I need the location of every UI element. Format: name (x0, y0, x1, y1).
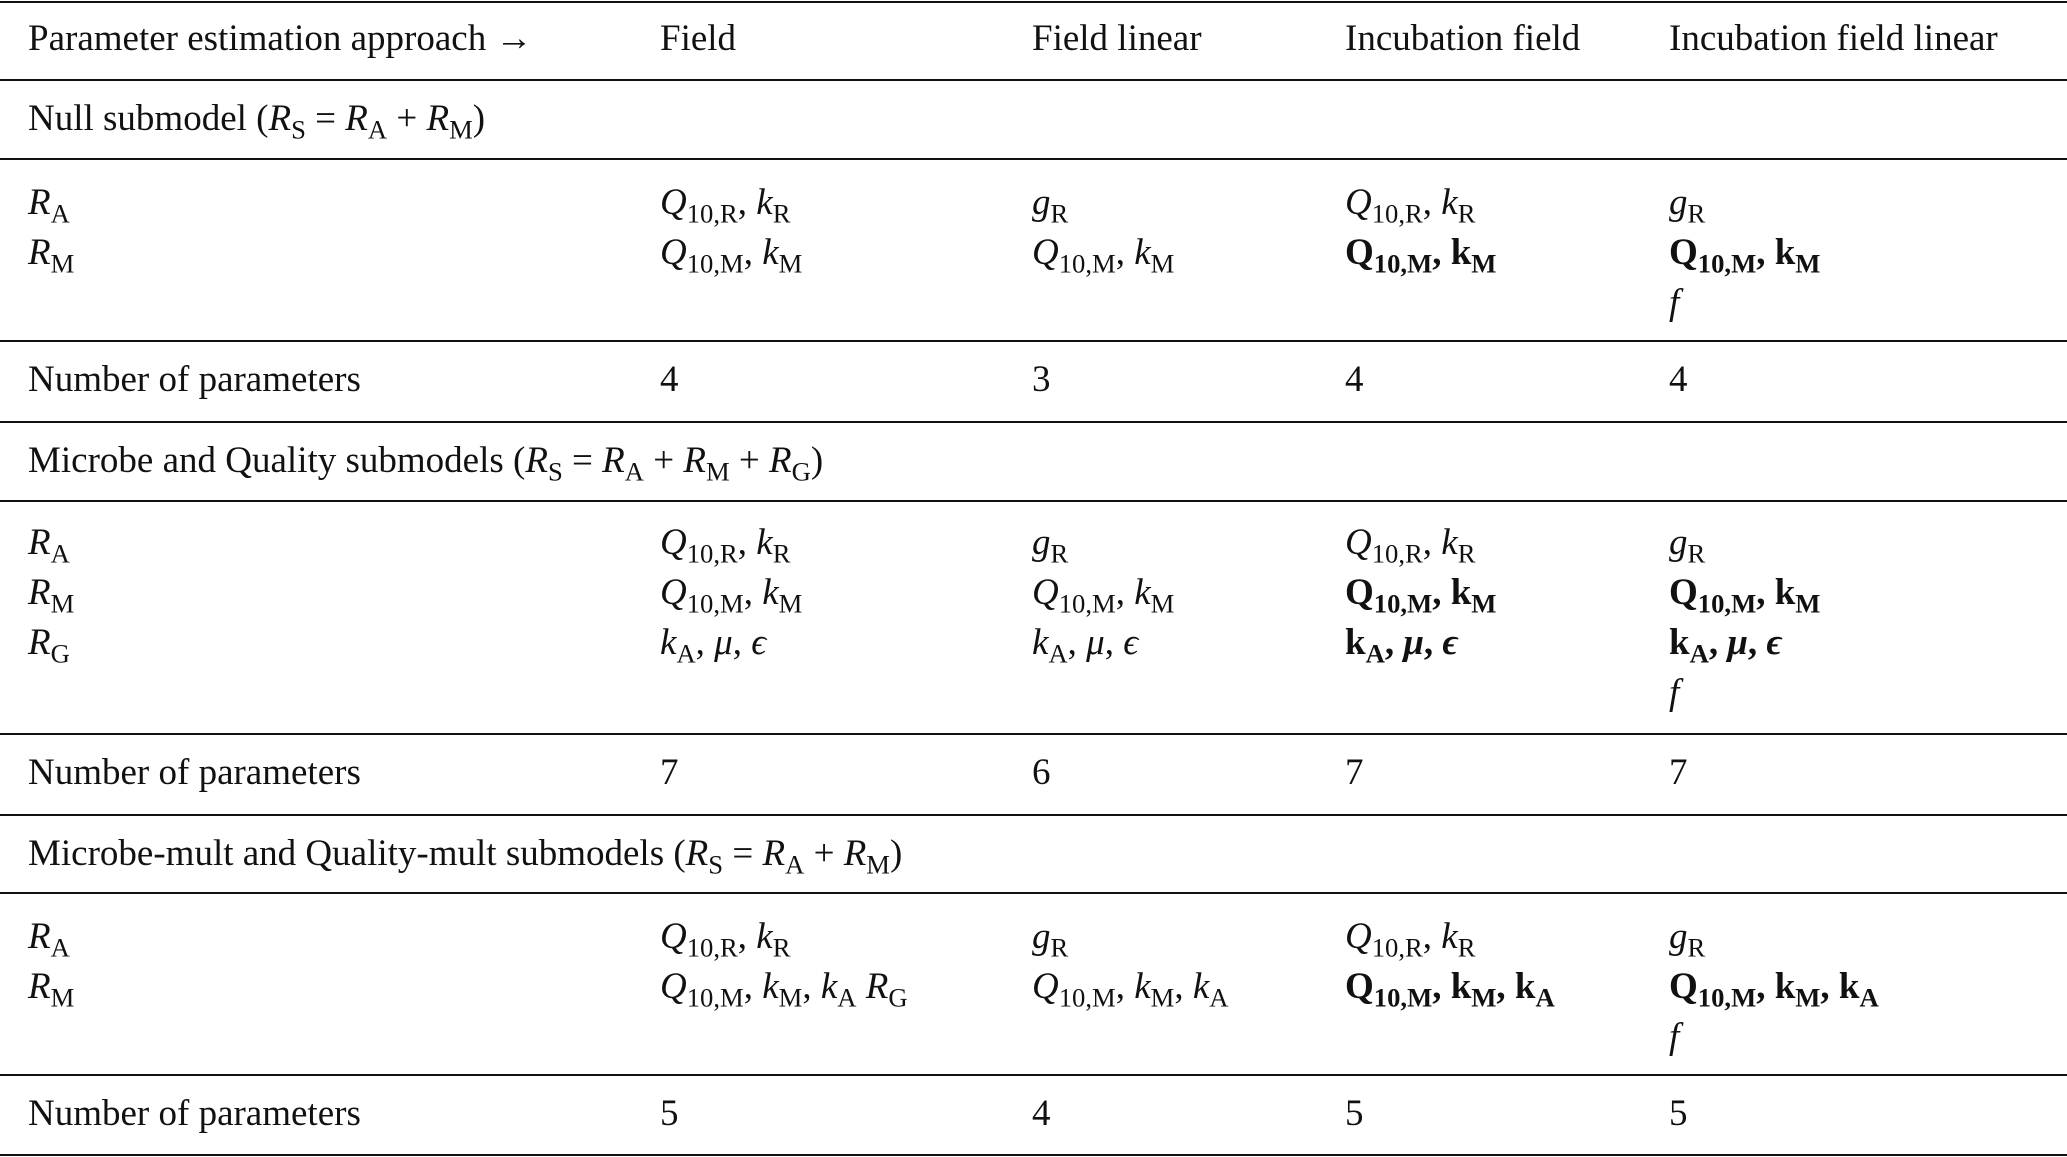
count-label: Number of parameters (28, 752, 361, 793)
count-incubation-field: 5 (1345, 1093, 1364, 1134)
table-rule-top (0, 1, 2067, 3)
table-rule (0, 421, 2067, 423)
count-field-linear: 4 (1032, 1093, 1051, 1134)
count-field-linear: 6 (1032, 752, 1051, 793)
table-rule (0, 500, 2067, 502)
header-incubation-field: Incubation field (1345, 18, 1581, 59)
field-params: Q10,R, kR Q10,M, kM, kA RG (660, 916, 908, 1013)
count-incubation-field: 7 (1345, 752, 1364, 793)
count-incubation-field: 4 (1345, 359, 1364, 400)
count-label: Number of parameters (28, 359, 361, 400)
section-title: Microbe-mult and Quality-mult submodels … (28, 833, 903, 880)
table-rule (0, 79, 2067, 81)
field-linear-params: gR Q10,M, kM (1032, 182, 1175, 279)
count-incubation-field-linear: 5 (1669, 1093, 1688, 1134)
table-rule (0, 158, 2067, 160)
incubation-field-linear-params: gR Q10,M, kM kA, μ, ϵ f (1669, 522, 1821, 713)
field-params: Q10,R, kR Q10,M, kM (660, 182, 803, 279)
table-rule (0, 340, 2067, 342)
header-field: Field (660, 18, 737, 59)
count-field: 7 (660, 752, 679, 793)
header-incubation-field-linear: Incubation field linear (1669, 18, 1998, 59)
table-rule (0, 892, 2067, 894)
count-incubation-field-linear: 7 (1669, 752, 1688, 793)
incubation-field-linear-params: gR Q10,M, kM f (1669, 182, 1821, 323)
table-rule (0, 733, 2067, 735)
count-field: 4 (660, 359, 679, 400)
count-field: 5 (660, 1093, 679, 1134)
count-label: Number of parameters (28, 1093, 361, 1134)
flux-labels: RA RM (28, 916, 75, 1013)
field-params: Q10,R, kR Q10,M, kM kA, μ, ϵ (660, 522, 803, 669)
incubation-field-params: Q10,R, kR Q10,M, kM kA, μ, ϵ (1345, 522, 1497, 669)
table-rule-bottom (0, 1154, 2067, 1156)
header-approach: Parameter estimation approach → (28, 18, 533, 59)
field-linear-params: gR Q10,M, kM kA, μ, ϵ (1032, 522, 1175, 669)
incubation-field-params: Q10,R, kR Q10,M, kM, kA (1345, 916, 1555, 1013)
incubation-field-linear-params: gR Q10,M, kM, kA f (1669, 916, 1879, 1057)
flux-labels: RA RM (28, 182, 75, 279)
table-rule (0, 814, 2067, 816)
header-field-linear: Field linear (1032, 18, 1202, 59)
field-linear-params: gR Q10,M, kM, kA (1032, 916, 1229, 1013)
table-rule (0, 1074, 2067, 1076)
section-title: Microbe and Quality submodels (RS = RA +… (28, 440, 824, 487)
incubation-field-params: Q10,R, kR Q10,M, kM (1345, 182, 1497, 279)
count-field-linear: 3 (1032, 359, 1051, 400)
count-incubation-field-linear: 4 (1669, 359, 1688, 400)
flux-labels: RA RM RG (28, 522, 75, 669)
section-title: Null submodel (RS = RA + RM) (28, 98, 486, 145)
